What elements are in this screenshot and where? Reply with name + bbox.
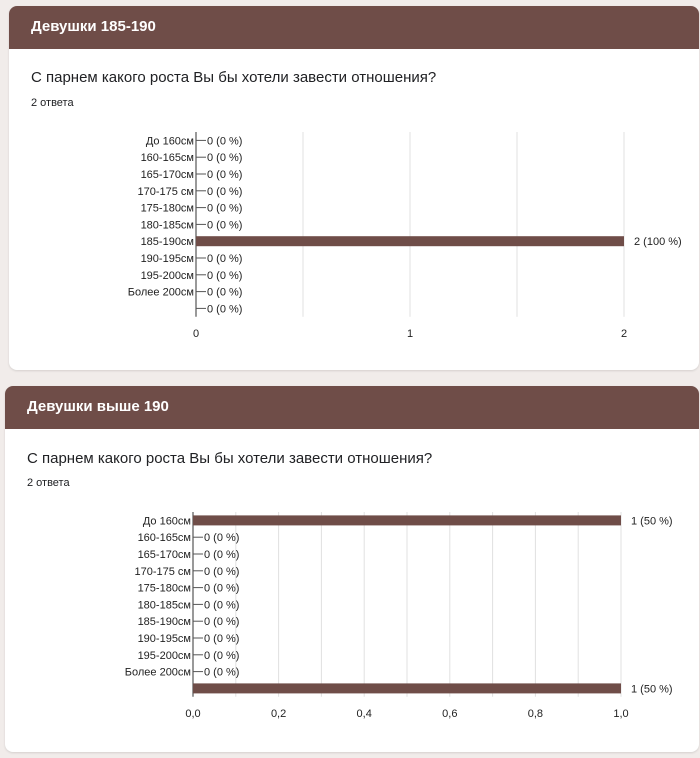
data-label: 0 (0 %) bbox=[207, 253, 242, 265]
data-label: 0 (0 %) bbox=[204, 549, 239, 561]
answers-count: 2 ответа bbox=[31, 97, 74, 109]
data-label: 0 (0 %) bbox=[204, 583, 239, 595]
x-tick-label: 0,4 bbox=[357, 708, 372, 720]
data-label: 0 (0 %) bbox=[204, 532, 239, 544]
category-label: Более 200см bbox=[128, 287, 194, 299]
data-label: 0 (0 %) bbox=[207, 303, 242, 315]
x-tick-label: 2 bbox=[621, 328, 627, 340]
category-label: До 160см bbox=[143, 515, 191, 527]
response-card: Девушки 185-190 С парнем какого роста Вы… bbox=[9, 6, 699, 370]
section-title: Девушки выше 190 bbox=[27, 398, 169, 415]
x-tick-label: 0 bbox=[193, 328, 199, 340]
bar bbox=[193, 515, 621, 526]
bar-chart: До 160см 0 (0 %) 160-165см 0 (0 %) 165-170см… bbox=[128, 132, 682, 340]
category-label: 170-175 см bbox=[138, 186, 195, 198]
category-label: 195-200см bbox=[138, 650, 191, 662]
category-label: 190-195см bbox=[141, 253, 194, 265]
question-text: С парнем какого роста Вы бы хотели завес… bbox=[31, 69, 437, 86]
data-label: 0 (0 %) bbox=[207, 135, 242, 147]
category-label: 175-180см bbox=[138, 583, 191, 595]
data-label: 1 (50 %) bbox=[631, 683, 673, 695]
data-label: 0 (0 %) bbox=[204, 667, 239, 679]
x-tick-label: 1,0 bbox=[613, 708, 628, 720]
category-label: 185-190см bbox=[141, 236, 194, 248]
category-label: 185-190см bbox=[138, 616, 191, 628]
category-label: 180-185см bbox=[138, 599, 191, 611]
data-label: 0 (0 %) bbox=[204, 633, 239, 645]
category-label: 165-170см bbox=[138, 549, 191, 561]
section-header: Девушки выше 190 bbox=[5, 386, 699, 429]
category-label: 170-175 см bbox=[135, 566, 192, 578]
data-label: 0 (0 %) bbox=[207, 219, 242, 231]
bar bbox=[193, 683, 621, 694]
section-title: Девушки 185-190 bbox=[31, 18, 156, 35]
data-label: 0 (0 %) bbox=[207, 270, 242, 282]
data-label: 0 (0 %) bbox=[204, 650, 239, 662]
data-label: 0 (0 %) bbox=[207, 186, 242, 198]
category-label: 160-165см bbox=[141, 152, 194, 164]
data-label: 0 (0 %) bbox=[207, 152, 242, 164]
category-label: 160-165см bbox=[138, 532, 191, 544]
category-label: 195-200см bbox=[141, 270, 194, 282]
answers-count: 2 ответа bbox=[27, 477, 70, 489]
x-tick-label: 1 bbox=[407, 328, 413, 340]
x-tick-label: 0,0 bbox=[185, 708, 200, 720]
bar bbox=[196, 236, 624, 247]
x-tick-label: 0,2 bbox=[271, 708, 286, 720]
category-label: До 160см bbox=[146, 135, 194, 147]
section-header: Девушки 185-190 bbox=[9, 6, 699, 49]
data-label: 0 (0 %) bbox=[207, 203, 242, 215]
bar-chart: До 160см 1 (50 %) 160-165см 0 (0 %) 165-170с… bbox=[125, 512, 673, 720]
data-label: 0 (0 %) bbox=[207, 169, 242, 181]
data-label: 0 (0 %) bbox=[204, 566, 239, 578]
data-label: 0 (0 %) bbox=[204, 616, 239, 628]
data-label: 1 (50 %) bbox=[631, 515, 673, 527]
data-label: 0 (0 %) bbox=[204, 599, 239, 611]
category-label: 165-170см bbox=[141, 169, 194, 181]
response-card: Девушки выше 190 С парнем какого роста В… bbox=[5, 386, 699, 752]
x-tick-label: 0,8 bbox=[528, 708, 543, 720]
question-text: С парнем какого роста Вы бы хотели завес… bbox=[27, 450, 433, 467]
x-tick-label: 0,6 bbox=[442, 708, 457, 720]
data-label: 0 (0 %) bbox=[207, 287, 242, 299]
category-label: Более 200см bbox=[125, 667, 191, 679]
data-label: 2 (100 %) bbox=[634, 236, 682, 248]
category-label: 190-195см bbox=[138, 633, 191, 645]
category-label: 175-180см bbox=[141, 203, 194, 215]
category-label: 180-185см bbox=[141, 219, 194, 231]
